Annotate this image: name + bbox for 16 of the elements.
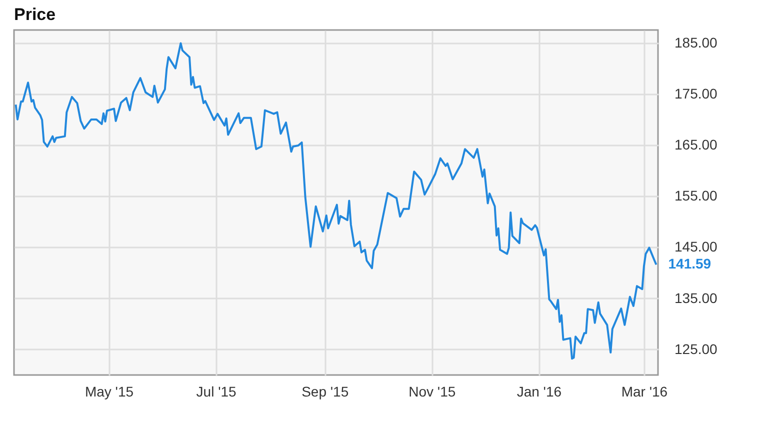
y-tick-label: 185.00 [674, 34, 718, 50]
x-tick-label: Mar '16 [621, 384, 668, 400]
y-tick-label: 175.00 [674, 85, 718, 102]
x-tick-label: Nov '15 [408, 384, 456, 400]
chart-title: Price [14, 5, 56, 24]
y-tick-label: 165.00 [674, 136, 718, 152]
y-tick-label: 145.00 [674, 238, 718, 255]
y-tick-label: 125.00 [674, 340, 718, 357]
y-tick-label: 135.00 [674, 290, 718, 306]
x-tick-label: May '15 [84, 384, 134, 400]
x-tick-label: Jul '15 [196, 384, 237, 400]
annotation: 141.59 [668, 256, 712, 272]
x-tick-label: Jan '16 [516, 384, 562, 400]
x-tick-label: Sep '15 [302, 384, 349, 400]
line-series [14, 42, 658, 360]
y-tick-label: 155.00 [674, 188, 718, 204]
